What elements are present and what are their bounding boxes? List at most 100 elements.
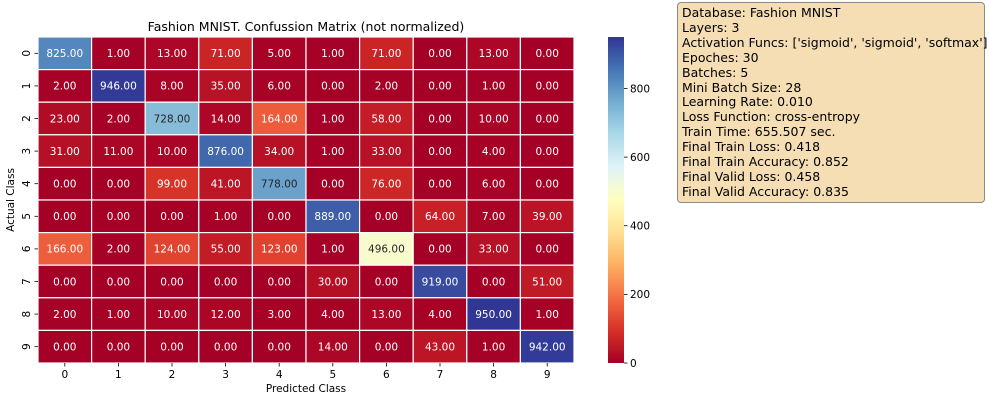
x-tick-label-1: 1 bbox=[115, 369, 122, 381]
heatmap-cell-label-r8-c0: 2.00 bbox=[53, 309, 76, 321]
heatmap-cell-label-r6-c2: 124.00 bbox=[154, 244, 191, 256]
heatmap-cell-label-r1-c8: 1.00 bbox=[482, 81, 505, 93]
colorbar bbox=[608, 37, 624, 363]
heatmap-cell-r7-c9 bbox=[519, 264, 575, 299]
training-info-box: Database: Fashion MNIST Layers: 3 Activa… bbox=[677, 2, 988, 203]
info-line-database: Database: Fashion MNIST bbox=[682, 5, 841, 20]
heatmap-cell-label-r1-c9: 0.00 bbox=[536, 81, 559, 93]
heatmap-cell-r2-c4 bbox=[251, 101, 307, 136]
heatmap-cell-r1-c3 bbox=[198, 68, 254, 103]
heatmap-cell-label-r8-c2: 10.00 bbox=[157, 309, 187, 321]
heatmap-cell-r0-c5 bbox=[305, 36, 361, 71]
heatmap-cell-label-r4-c1: 0.00 bbox=[107, 179, 130, 191]
heatmap-cell-label-r5-c3: 1.00 bbox=[214, 211, 237, 223]
heatmap-cell-label-r5-c8: 7.00 bbox=[482, 211, 505, 223]
x-tick-label-8: 8 bbox=[490, 369, 497, 381]
colorbar-ticks: 0 200 400 600 800 bbox=[624, 83, 650, 370]
chart-title: Fashion MNIST. Confussion Matrix (not no… bbox=[148, 19, 465, 34]
y-tick-label-5: 5 bbox=[21, 213, 33, 220]
heatmap-cell-label-r1-c2: 8.00 bbox=[160, 81, 183, 93]
heatmap-cell-label-r4-c4: 778.00 bbox=[261, 179, 298, 191]
heatmap-cell-label-r4-c2: 99.00 bbox=[157, 179, 187, 191]
heatmap-cell-r3-c0 bbox=[37, 134, 93, 169]
y-axis-ticks: 0 1 2 3 4 5 6 7 8 9 bbox=[21, 50, 38, 350]
heatmap-cell-r9-c3 bbox=[198, 329, 254, 364]
heatmap-cell-r1-c2 bbox=[144, 68, 200, 103]
heatmap-cell-r7-c4 bbox=[251, 264, 307, 299]
heatmap-cell-r8-c8 bbox=[466, 297, 521, 331]
heatmap-cell-label-r5-c1: 0.00 bbox=[107, 211, 130, 223]
heatmap-cell-label-r7-c4: 0.00 bbox=[268, 276, 291, 288]
heatmap-cell-label-r4-c0: 0.00 bbox=[53, 179, 76, 191]
heatmap-cell-r3-c6 bbox=[359, 134, 414, 169]
heatmap-cell-r3-c8 bbox=[466, 134, 521, 169]
heatmap-cell-label-r9-c2: 0.00 bbox=[160, 342, 183, 354]
heatmap-cell-r9-c6 bbox=[359, 329, 414, 364]
heatmap-cell-r5-c2 bbox=[144, 199, 200, 234]
heatmap-cell-label-r8-c7: 4.00 bbox=[428, 309, 451, 321]
heatmap-cell-label-r7-c0: 0.00 bbox=[53, 276, 76, 288]
info-line-learning-rate: Learning Rate: 0.010 bbox=[682, 94, 813, 110]
heatmap-cell-label-r0-c8: 13.00 bbox=[479, 48, 509, 60]
heatmap-cell-label-r4-c6: 76.00 bbox=[371, 179, 401, 191]
heatmap-cell-label-r0-c9: 0.00 bbox=[536, 48, 559, 60]
heatmap-cell-labels: 825.00 1.00 13.00 71.00 5.00 1.00 71.00 0.00 13.… bbox=[46, 48, 565, 353]
heatmap-cell-label-r0-c1: 1.00 bbox=[107, 48, 130, 60]
colorbar-tick-label-1: 200 bbox=[630, 289, 650, 301]
colorbar-tick-label-3: 600 bbox=[630, 152, 650, 164]
heatmap-cell-label-r6-c5: 1.00 bbox=[321, 244, 344, 256]
heatmap-cell-label-r6-c6: 496.00 bbox=[368, 244, 405, 256]
heatmap-cell-label-r9-c1: 0.00 bbox=[107, 342, 130, 354]
heatmap-cell-r8-c4 bbox=[251, 297, 307, 331]
heatmap-cell-label-r5-c5: 889.00 bbox=[314, 211, 351, 223]
heatmap-cell-label-r2-c7: 0.00 bbox=[428, 113, 451, 125]
heatmap-cell-label-r1-c4: 6.00 bbox=[268, 81, 291, 93]
heatmap-cell-label-r2-c5: 1.00 bbox=[321, 113, 344, 125]
heatmap-cell-label-r7-c7: 919.00 bbox=[422, 276, 459, 288]
info-line-final-train-loss: Final Train Loss: 0.418 bbox=[682, 139, 821, 155]
y-tick-label-1: 1 bbox=[21, 83, 33, 90]
info-line-mini-batch-size: Mini Batch Size: 28 bbox=[682, 79, 802, 95]
heatmap-cell-label-r0-c3: 71.00 bbox=[211, 48, 241, 60]
heatmap-cell-label-r7-c8: 0.00 bbox=[482, 276, 505, 288]
heatmap-cell-label-r4-c7: 0.00 bbox=[428, 179, 451, 191]
heatmap-cell-r4-c5 bbox=[305, 166, 361, 201]
heatmap-cell-label-r7-c9: 51.00 bbox=[532, 276, 562, 288]
heatmap-cell-r4-c0 bbox=[37, 166, 93, 201]
heatmap-cell-r4-c9 bbox=[519, 166, 575, 201]
heatmap-cell-label-r2-c1: 2.00 bbox=[107, 113, 130, 125]
heatmap-cell-r6-c6 bbox=[359, 232, 414, 266]
y-tick-label-4: 4 bbox=[21, 180, 33, 187]
y-tick-label-2: 2 bbox=[21, 115, 33, 122]
heatmap-cell-r4-c7 bbox=[412, 166, 468, 201]
heatmap-cell-label-r8-c5: 4.00 bbox=[321, 309, 344, 321]
heatmap-cell-r7-c2 bbox=[144, 264, 200, 299]
heatmap-cell-r0-c6 bbox=[359, 36, 414, 71]
heatmap-cell-label-r1-c5: 0.00 bbox=[321, 81, 344, 93]
heatmap-cell-r5-c3 bbox=[198, 199, 254, 234]
heatmap-cell-r3-c1 bbox=[90, 134, 146, 169]
heatmap-cell-r7-c6 bbox=[359, 264, 414, 299]
info-line-activation-funcs: Activation Funcs: ['sigmoid', 'sigmoid',… bbox=[682, 34, 988, 50]
info-line-final-train-accuracy: Final Train Accuracy: 0.852 bbox=[682, 154, 849, 170]
x-tick-label-6: 6 bbox=[383, 369, 390, 381]
x-tick-label-2: 2 bbox=[169, 369, 176, 381]
heatmap-cell-label-r2-c3: 14.00 bbox=[211, 113, 241, 125]
heatmap-cell-r3-c2 bbox=[144, 134, 200, 169]
heatmap-cell-label-r5-c9: 39.00 bbox=[532, 211, 562, 223]
heatmap-cell-label-r7-c1: 0.00 bbox=[107, 276, 130, 288]
heatmap-cell-label-r9-c0: 0.00 bbox=[53, 342, 76, 354]
heatmap-cell-label-r5-c2: 0.00 bbox=[160, 211, 183, 223]
heatmap-cell-label-r8-c3: 12.00 bbox=[211, 309, 241, 321]
heatmap-cell-label-r1-c1: 946.00 bbox=[100, 81, 137, 93]
heatmap-cell-label-r3-c8: 4.00 bbox=[482, 146, 505, 158]
heatmap-cell-label-r1-c3: 35.00 bbox=[211, 81, 241, 93]
heatmap-cell-r1-c8 bbox=[466, 68, 521, 103]
heatmap-cell-label-r9-c7: 43.00 bbox=[425, 342, 455, 354]
heatmap-cell-label-r3-c2: 10.00 bbox=[157, 146, 187, 158]
heatmap-cell-r2-c3 bbox=[198, 101, 254, 136]
heatmap-cell-label-r0-c0: 825.00 bbox=[46, 48, 83, 60]
heatmap-cell-label-r2-c4: 164.00 bbox=[261, 113, 298, 125]
heatmap-cell-label-r1-c7: 0.00 bbox=[428, 81, 451, 93]
